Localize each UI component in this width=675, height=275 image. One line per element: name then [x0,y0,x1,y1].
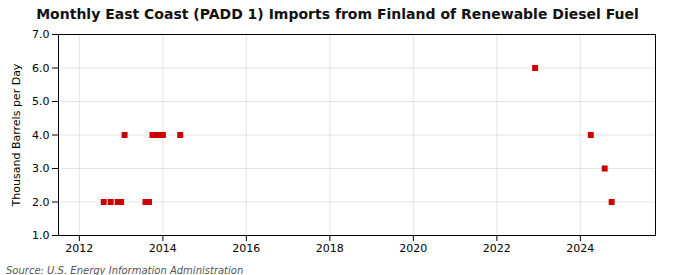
svg-text:2020: 2020 [399,242,427,255]
svg-text:7.0: 7.0 [32,28,50,41]
svg-text:2024: 2024 [566,242,594,255]
svg-text:2012: 2012 [65,242,93,255]
svg-text:2022: 2022 [483,242,511,255]
html-text:Monthly East Coast (PADD 1) Im: Monthly East Coast (PADD 1) Imports from… [36,6,639,22]
svg-text:2016: 2016 [232,242,260,255]
svg-text:2018: 2018 [316,242,344,255]
svg-text:6.0: 6.0 [32,62,50,75]
svg-text:Thousand Barrels per Day: Thousand Barrels per Day [10,63,23,207]
svg-text:2.0: 2.0 [32,196,50,209]
svg-text:2014: 2014 [149,242,177,255]
svg-text:3.0: 3.0 [32,162,50,175]
svg-text:4.0: 4.0 [32,129,50,142]
svg-text:1.0: 1.0 [32,229,50,242]
svg-text:5.0: 5.0 [32,95,50,108]
html-text:Source: U.S. Energy Informatio: Source: U.S. Energy Information Administ… [6,265,244,275]
